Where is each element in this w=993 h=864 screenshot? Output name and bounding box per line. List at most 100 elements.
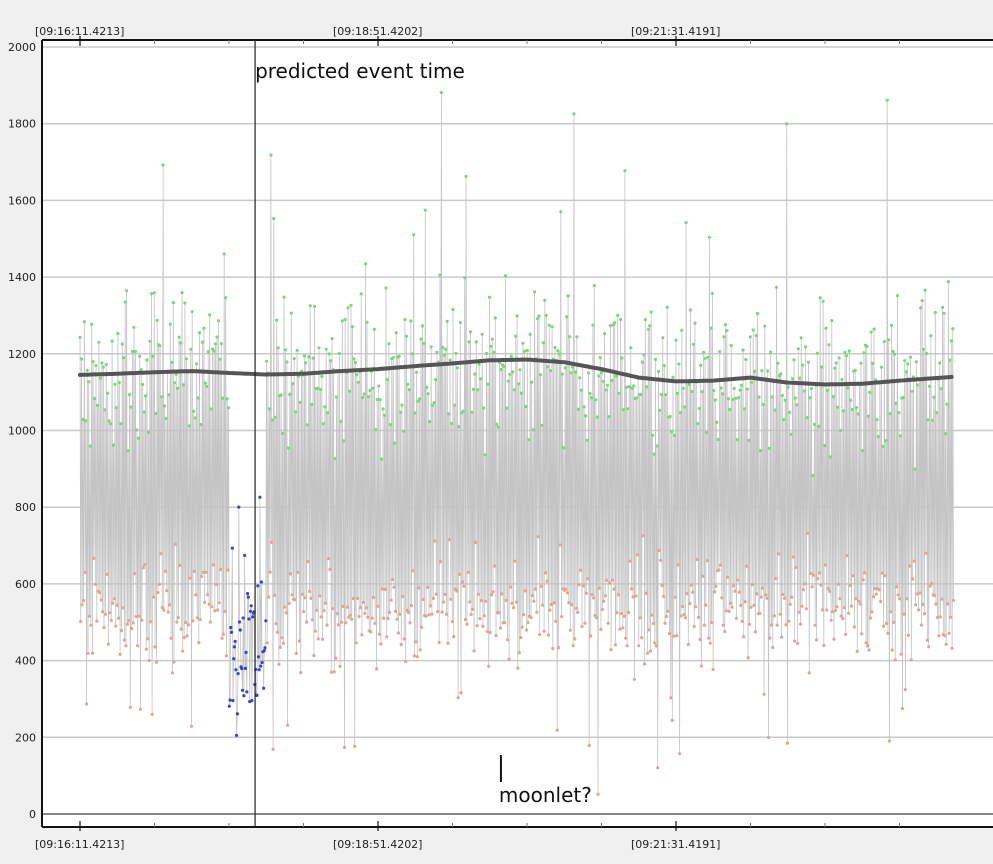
signal-point (681, 386, 685, 390)
background-point (549, 603, 554, 607)
background-point (514, 600, 519, 604)
occultation-point (262, 649, 266, 653)
background-point (192, 569, 196, 573)
signal-point (702, 350, 706, 354)
background-point (919, 623, 924, 627)
signal-point (796, 347, 800, 351)
background-point (136, 644, 140, 648)
background-point (570, 603, 574, 607)
background-point (933, 594, 937, 598)
signal-point (311, 356, 315, 360)
signal-point (790, 377, 795, 381)
background-point (867, 648, 871, 652)
signal-point (480, 332, 484, 336)
background-point (191, 619, 195, 623)
background-point (857, 599, 861, 604)
signal-point (109, 422, 113, 426)
signal-point (758, 449, 763, 453)
background-point (488, 630, 492, 635)
signal-point (895, 294, 900, 298)
signal-point (651, 433, 655, 437)
occultation-point (264, 619, 268, 623)
background-point (555, 728, 559, 732)
signal-point (932, 395, 936, 399)
signal-point (920, 299, 924, 303)
occultation-point (229, 625, 233, 630)
signal-point (903, 359, 907, 363)
signal-point (662, 364, 666, 368)
signal-point (409, 319, 413, 323)
background-point (622, 614, 626, 618)
signal-point (422, 341, 426, 345)
signal-point (530, 380, 534, 384)
background-point (372, 595, 376, 600)
signal-point (856, 412, 860, 416)
signal-point (88, 444, 92, 448)
signal-point (452, 403, 457, 407)
background-point (714, 584, 718, 589)
background-point (637, 644, 641, 648)
signal-point (712, 388, 716, 393)
background-point (165, 589, 169, 593)
background-point (377, 632, 381, 636)
background-point (710, 620, 714, 625)
signal-point (818, 296, 822, 300)
background-point (92, 556, 96, 561)
signal-point (890, 323, 894, 327)
signal-point (106, 391, 110, 395)
signal-point (824, 326, 828, 330)
signal-point (129, 405, 133, 409)
background-point (678, 752, 682, 756)
background-point (173, 542, 177, 546)
signal-point (837, 356, 841, 360)
background-point (683, 616, 688, 620)
signal-point (722, 335, 726, 339)
background-point (481, 624, 485, 629)
background-point (806, 531, 810, 535)
background-point (522, 613, 526, 617)
signal-point (417, 397, 422, 401)
signal-point (811, 474, 815, 478)
background-point (578, 568, 583, 572)
signal-point (836, 405, 840, 409)
signal-point (729, 344, 733, 348)
signal-point (648, 324, 652, 328)
background-point (780, 635, 784, 639)
background-point (801, 588, 806, 592)
signal-point (884, 439, 888, 443)
background-point (342, 745, 347, 750)
occultation-point (230, 546, 234, 550)
y-tick-label: 800 (15, 501, 36, 514)
signal-point (208, 313, 212, 317)
signal-point (828, 455, 833, 459)
signal-point (353, 360, 357, 365)
signal-point (457, 425, 461, 429)
signal-point (221, 396, 225, 400)
background-point (128, 705, 132, 709)
signal-point (732, 386, 736, 391)
background-point (198, 617, 202, 622)
signal-point (103, 408, 107, 412)
background-point (475, 624, 479, 628)
signal-point (584, 414, 588, 418)
signal-point (742, 407, 747, 411)
signal-point (623, 169, 627, 173)
signal-point (104, 362, 108, 367)
background-point (112, 597, 116, 601)
signal-point (565, 315, 569, 319)
background-point (577, 583, 581, 587)
signal-point (604, 388, 608, 392)
background-point (707, 636, 711, 640)
signal-point (355, 373, 359, 377)
signal-point (192, 409, 196, 413)
background-point (938, 615, 943, 619)
background-point (667, 632, 672, 636)
background-point (223, 609, 227, 613)
signal-point (850, 407, 854, 412)
signal-point (394, 331, 398, 335)
background-point (430, 612, 434, 616)
background-point (752, 603, 756, 607)
signal-point (122, 356, 126, 360)
background-point (596, 792, 600, 797)
signal-point (340, 319, 344, 323)
